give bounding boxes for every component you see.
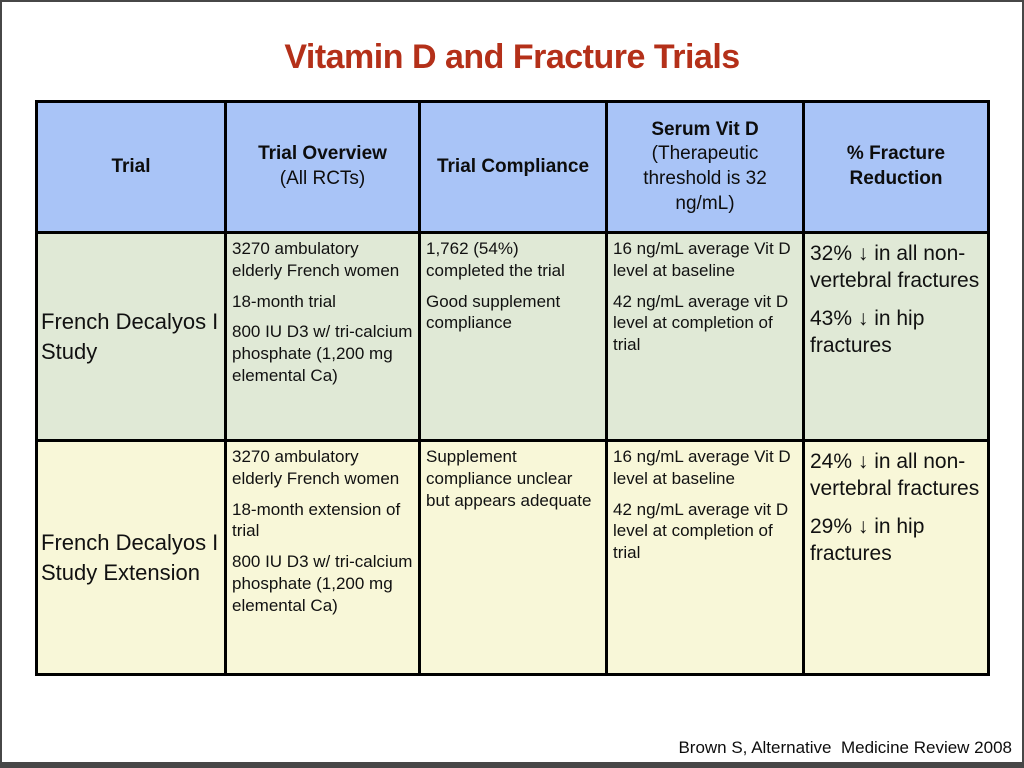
serum-paragraph: 42 ng/mL average vit D level at completi… [613,499,789,563]
header-trial-overview-label: Trial Overview [258,143,387,165]
trial-name-cell: French Decalyos I Study [35,231,227,442]
serum-paragraph: 16 ng/mL average Vit D level at baseline [613,447,791,488]
overview-paragraph: 3270 ambulatory elderly French women [232,239,400,280]
fracture-reduction-cell: 24% ↓ in all non-vertebral fractures 29%… [802,439,990,676]
trial-name-cell: French Decalyos I Study Extension [35,439,227,676]
serum-vit-d-cell: 16 ng/mL average Vit D level at baseline… [605,439,805,676]
serum-vit-d-cell: 16 ng/mL average Vit D level at baseline… [605,231,805,442]
trial-compliance-cell: 1,762 (54%) completed the trial Good sup… [418,231,608,442]
reduction-paragraph: 32% ↓ in all non-vertebral fractures [810,242,980,293]
overview-paragraph: 18-month trial [232,291,336,311]
header-trial-overview-sub: (All RCTs) [279,168,366,189]
header-fracture-reduction: % Fracture Reduction [802,100,990,234]
compliance-paragraph: Good supplement compliance [426,291,561,333]
slide-title: Vitamin D and Fracture Trials [284,38,740,76]
compliance-paragraph: Supplement compliance unclear but appear… [426,447,592,510]
header-trial-label: Trial [111,155,151,177]
header-serum-vit-d-label: Serum Vit D [651,118,759,140]
reduction-paragraph: 29% ↓ in hip fractures [810,514,925,565]
table-header-row: Trial Trial Overview (All RCTs) Trial Co… [35,100,990,234]
reduction-paragraph: 24% ↓ in all non-vertebral fractures [810,450,980,501]
trial-compliance-cell: Supplement compliance unclear but appear… [418,439,608,676]
header-fracture-reduction-label: % Fracture Reduction [846,143,946,189]
table-row-decalyos-study: French Decalyos I Study 3270 ambulatory … [35,231,990,442]
table-row-decalyos-extension: French Decalyos I Study Extension 3270 a… [35,439,990,676]
header-serum-vit-d-sub: (Therapeutic threshold is 32 ng/mL) [643,143,767,214]
compliance-paragraph: 1,762 (54%) completed the trial [426,239,565,280]
header-trial-compliance: Trial Compliance [418,100,608,234]
trial-overview-cell: 3270 ambulatory elderly French women 18-… [224,231,421,442]
header-trial-compliance-label: Trial Compliance [436,155,590,177]
overview-paragraph: 3270 ambulatory elderly French women [232,447,400,488]
overview-paragraph: 800 IU D3 w/ tri-calcium phosphate (1,20… [232,322,413,385]
reduction-paragraph: 43% ↓ in hip fractures [810,306,925,357]
header-trial: Trial [35,100,227,234]
header-trial-overview: Trial Overview (All RCTs) [224,100,421,234]
overview-paragraph: 800 IU D3 w/ tri-calcium phosphate (1,20… [232,552,413,615]
serum-paragraph: 42 ng/mL average vit D level at completi… [613,291,789,355]
fracture-reduction-cell: 32% ↓ in all non-vertebral fractures 43%… [802,231,990,442]
serum-paragraph: 16 ng/mL average Vit D level at baseline [613,239,791,280]
trials-table: Trial Trial Overview (All RCTs) Trial Co… [35,100,990,676]
header-serum-vit-d: Serum Vit D (Therapeutic threshold is 32… [605,100,805,234]
citation: Brown S, Alternative Medicine Review 200… [678,738,1012,757]
overview-paragraph: 18-month extension of trial [232,499,401,541]
trial-overview-cell: 3270 ambulatory elderly French women 18-… [224,439,421,676]
